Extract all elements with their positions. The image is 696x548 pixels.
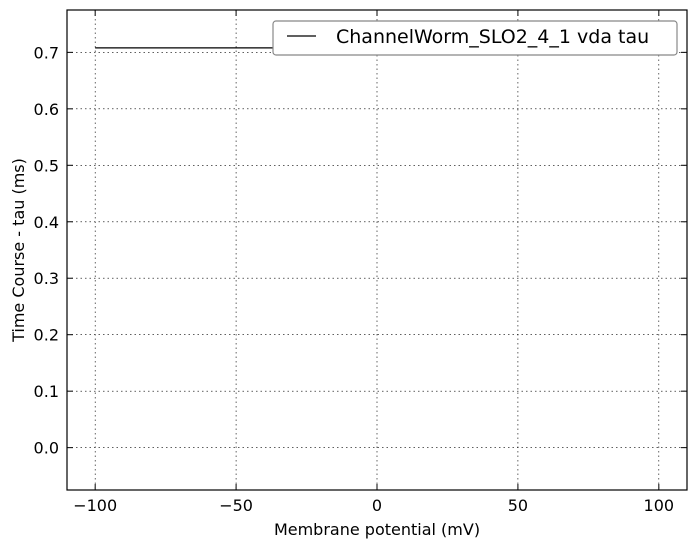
y-tick-label: 0.3	[34, 269, 59, 288]
y-tick-label: 0.4	[34, 213, 59, 232]
grid	[67, 10, 687, 490]
x-tick-label: 0	[372, 496, 382, 515]
y-tick-label: 0.1	[34, 382, 59, 401]
legend-label: ChannelWorm_SLO2_4_1 vda tau	[336, 26, 649, 48]
y-axis-label: Time Course - tau (ms)	[9, 158, 28, 343]
x-axis-label: Membrane potential (mV)	[274, 520, 480, 539]
x-tick-label: 50	[508, 496, 528, 515]
y-tick-label: 0.0	[34, 439, 59, 458]
legend-box	[272, 20, 678, 56]
ticks: −100 −50 0 50 100 0.0 0.1 0.2 0.3 0.4 0.5 0.6 0.7	[34, 10, 687, 515]
y-tick-label: 0.7	[34, 43, 59, 62]
y-tick-label: 0.6	[34, 100, 59, 119]
legend: ChannelWorm_SLO2_4_1 vda tau	[272, 20, 678, 56]
x-tick-label: −50	[219, 496, 253, 515]
x-tick-label: 100	[644, 496, 675, 515]
x-tick-label: −100	[73, 496, 117, 515]
y-tick-label: 0.2	[34, 326, 59, 345]
y-tick-label: 0.5	[34, 156, 59, 175]
